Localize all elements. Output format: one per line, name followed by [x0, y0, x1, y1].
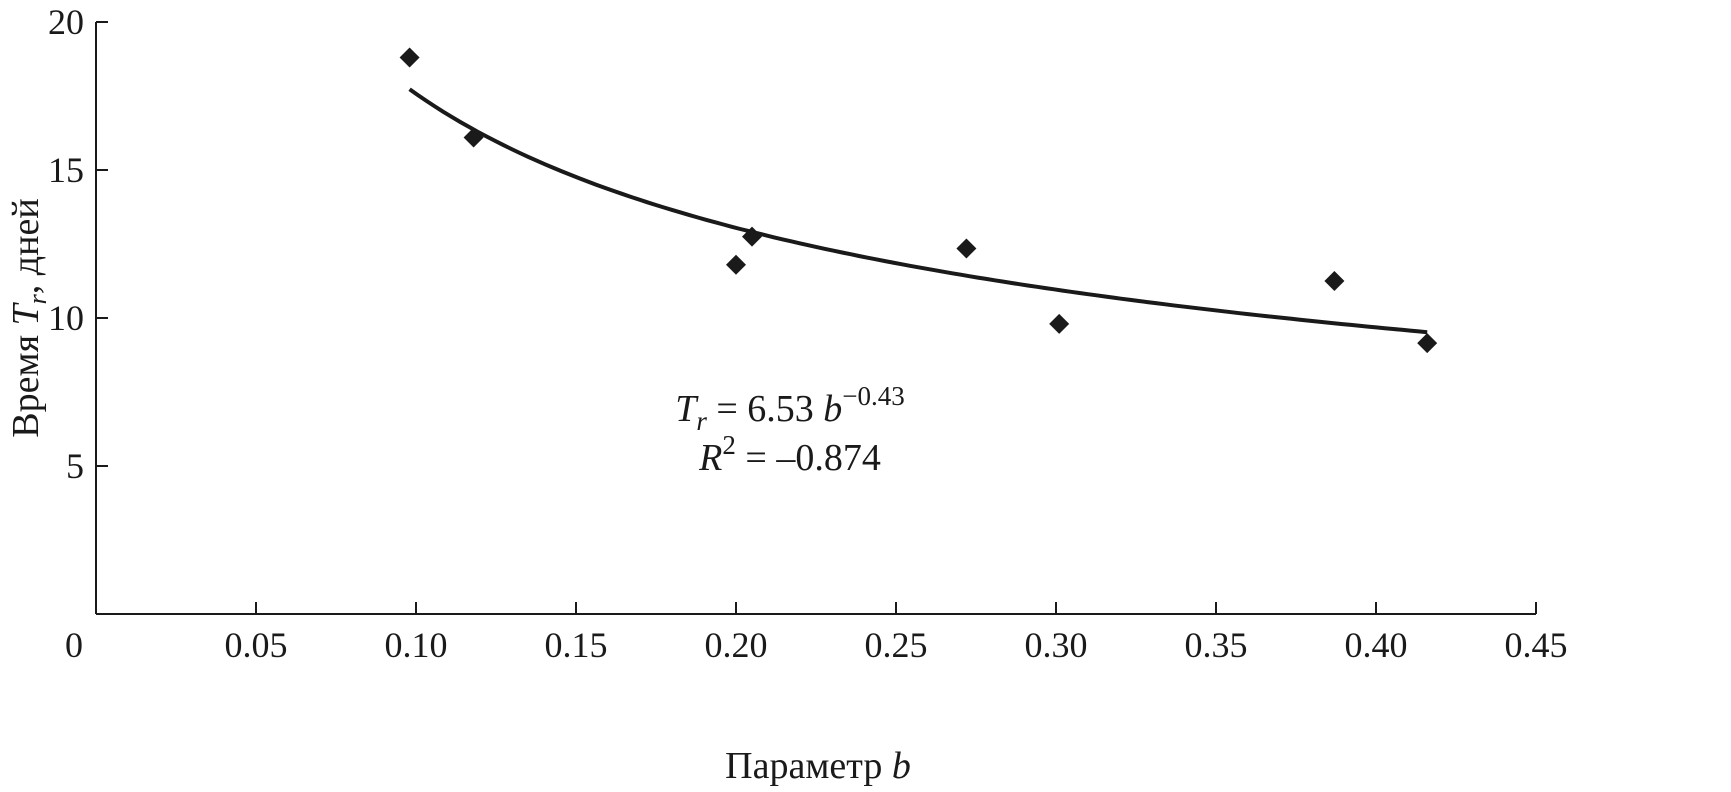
x-tick-label: 0.40 [1345, 625, 1408, 665]
y-ticks: 5 10 15 20 [48, 2, 108, 486]
x-tick-label: 0.15 [545, 625, 608, 665]
x-tick-label: 0.20 [705, 625, 768, 665]
data-point-diamond [399, 47, 420, 68]
data-points [399, 47, 1438, 354]
data-point-diamond [742, 226, 762, 247]
data-point-diamond [726, 254, 746, 275]
y-tick-label: 5 [66, 446, 84, 486]
data-point-diamond [1049, 313, 1070, 334]
x-tick-label: 0.10 [385, 625, 448, 665]
x-tick-label: 0.30 [1025, 625, 1088, 665]
x-ticks: 0.05 0.10 0.15 0.20 0.25 0.30 0.35 0.40 0.45 [225, 602, 1568, 665]
y-tick-label: 20 [48, 2, 84, 42]
x-tick-label: 0.45 [1505, 625, 1568, 665]
x-tick-label: 0.25 [865, 625, 928, 665]
power-fit-line [408, 87, 1428, 335]
r-squared-label: R2 = –0.874 [698, 430, 881, 479]
data-point-diamond [1324, 271, 1345, 291]
x-axis-label: Параметр b [725, 745, 911, 787]
data-point-diamond [463, 127, 484, 148]
axes [95, 22, 1536, 615]
y-tick-label: 15 [48, 150, 84, 190]
fit-equation: Tr = 6.53 b−0.43 [675, 381, 905, 436]
y-axis-label: Время Tr, дней [5, 198, 52, 437]
origin-tick-label: 0 [65, 625, 83, 665]
x-tick-label: 0.35 [1185, 625, 1248, 665]
data-point-diamond [956, 238, 977, 259]
x-tick-label: 0.05 [225, 625, 288, 665]
y-tick-label: 10 [48, 298, 84, 338]
data-point-diamond [1417, 333, 1438, 354]
